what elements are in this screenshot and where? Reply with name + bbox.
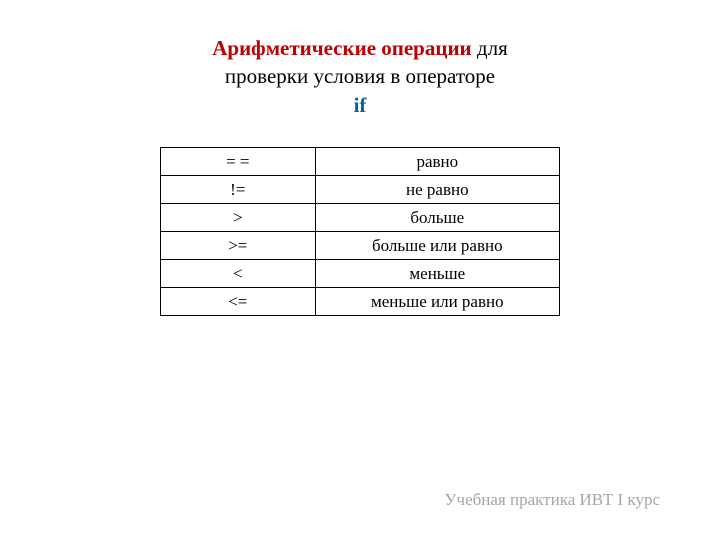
table-row: != не равно xyxy=(161,176,560,204)
title-if: if xyxy=(354,93,367,117)
table-row: >= больше или равно xyxy=(161,232,560,260)
operators-table: = = равно != не равно > больше >= больше… xyxy=(160,147,560,316)
heading-block: Арифметические операции для проверки усл… xyxy=(180,34,540,119)
desc-cell: больше или равно xyxy=(315,232,559,260)
table-row: < меньше xyxy=(161,260,560,288)
footer-text: Учебная практика ИВТ I курс xyxy=(445,490,661,510)
desc-cell: больше xyxy=(315,204,559,232)
op-cell: < xyxy=(161,260,316,288)
desc-cell: не равно xyxy=(315,176,559,204)
desc-cell: равно xyxy=(315,148,559,176)
op-cell: != xyxy=(161,176,316,204)
op-cell: >= xyxy=(161,232,316,260)
op-cell: > xyxy=(161,204,316,232)
title-main: Арифметические операции xyxy=(212,36,471,60)
table-row: > больше xyxy=(161,204,560,232)
op-cell: = = xyxy=(161,148,316,176)
title-rest-1: для xyxy=(472,36,508,60)
desc-cell: меньше xyxy=(315,260,559,288)
desc-cell: меньше или равно xyxy=(315,288,559,316)
title-line-2: проверки условия в операторе xyxy=(225,64,495,88)
table-row: = = равно xyxy=(161,148,560,176)
op-cell: <= xyxy=(161,288,316,316)
table-row: <= меньше или равно xyxy=(161,288,560,316)
slide: Арифметические операции для проверки усл… xyxy=(0,0,720,316)
